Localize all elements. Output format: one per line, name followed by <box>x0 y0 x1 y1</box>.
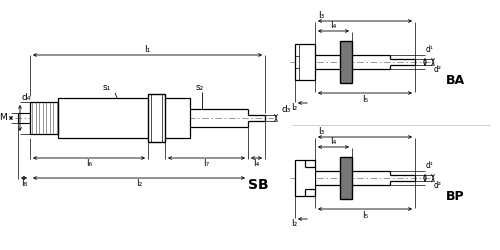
Text: SB: SB <box>248 178 268 192</box>
Text: l₄: l₄ <box>254 160 260 168</box>
Text: l₈: l₈ <box>21 180 27 188</box>
Text: l₃: l₃ <box>318 128 324 136</box>
Bar <box>30 102 58 134</box>
Text: d¹: d¹ <box>426 46 434 54</box>
Bar <box>148 94 165 142</box>
Text: l₃: l₃ <box>318 12 324 20</box>
Text: BA: BA <box>446 74 464 86</box>
Text: l₂: l₂ <box>291 104 297 112</box>
Bar <box>340 157 352 199</box>
Text: l₂: l₂ <box>136 180 142 188</box>
Text: l₄: l₄ <box>330 138 336 146</box>
Bar <box>58 98 190 138</box>
Bar <box>295 160 315 196</box>
Text: l₅: l₅ <box>362 94 368 104</box>
Text: M: M <box>0 114 7 122</box>
Text: d²: d² <box>434 66 442 74</box>
Text: s₂: s₂ <box>196 84 204 92</box>
Bar <box>340 41 352 83</box>
Bar <box>295 44 315 80</box>
Text: d²: d² <box>434 182 442 190</box>
Text: l₁: l₁ <box>144 44 150 54</box>
Text: d₄: d₄ <box>22 92 32 102</box>
Text: l₆: l₆ <box>86 160 92 168</box>
Bar <box>305 167 315 189</box>
Text: l₅: l₅ <box>362 210 368 220</box>
Text: d₃: d₃ <box>281 106 290 114</box>
Text: BP: BP <box>446 190 464 202</box>
Text: l₇: l₇ <box>204 160 210 168</box>
Text: l₂: l₂ <box>291 220 297 228</box>
Text: d¹: d¹ <box>426 162 434 170</box>
Text: s₁: s₁ <box>103 84 111 92</box>
Text: l₄: l₄ <box>330 22 336 30</box>
